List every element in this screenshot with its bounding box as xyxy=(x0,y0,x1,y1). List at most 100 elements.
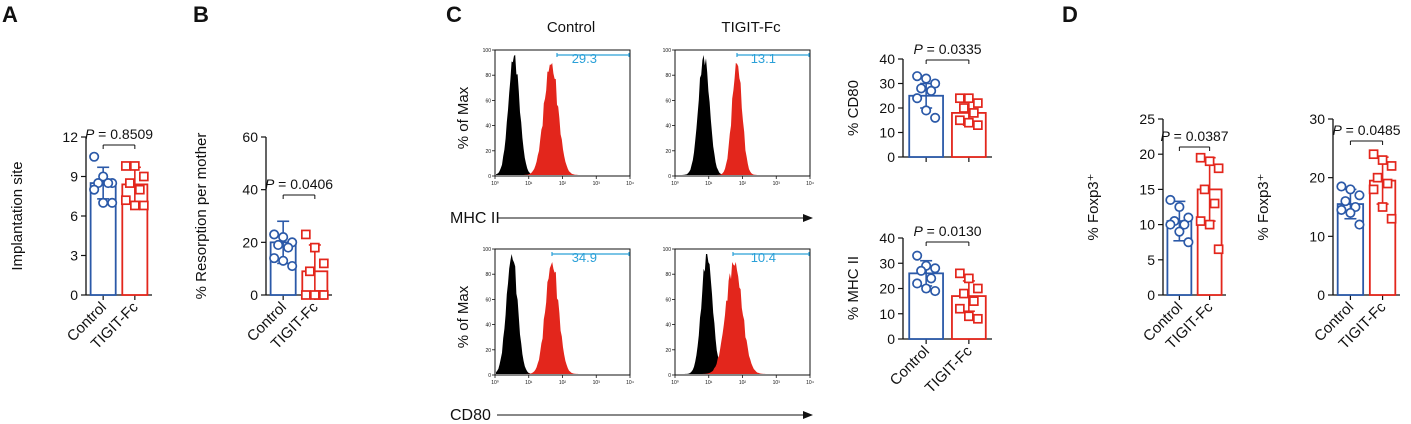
data-point-tigit xyxy=(134,184,145,195)
data-point-control xyxy=(912,250,923,261)
panel-letter-c: C xyxy=(446,2,462,27)
data-point-tigit xyxy=(955,268,965,279)
data-point-tigit xyxy=(1368,184,1379,195)
data-point-tigit xyxy=(1204,156,1215,167)
data-point-tigit xyxy=(1204,219,1215,230)
stained-peak xyxy=(515,262,629,374)
data-point-tigit xyxy=(973,120,983,131)
data-point-control xyxy=(1354,190,1365,201)
hist-y-tick-label: 0 xyxy=(668,174,671,180)
data-point-control xyxy=(287,260,298,272)
y-tick-label: 10 xyxy=(879,125,895,141)
data-point-control xyxy=(1183,237,1194,248)
hist-col-control: Control xyxy=(547,19,595,36)
category-label: TIGIT-Fc xyxy=(922,342,976,396)
isotype-peak xyxy=(496,55,565,175)
data-point-control xyxy=(269,253,280,264)
p-value-label: P = 0.0335 xyxy=(913,41,981,57)
histogram-cd80-tigit: 0 20 40 60 80 100 10⁰ 10¹ 10² 10³ 10⁴ xyxy=(663,247,814,386)
data-point-tigit xyxy=(1386,161,1397,171)
data-point-control xyxy=(912,93,923,104)
hist-y-tick-label: 20 xyxy=(665,348,671,354)
y-tick-label: 0 xyxy=(887,331,895,347)
data-point-control xyxy=(1345,207,1356,218)
data-point-tigit xyxy=(129,161,140,171)
hist-y-tick-label: 20 xyxy=(665,149,671,155)
y-tick-label: 40 xyxy=(879,51,895,67)
hist-x-tick-label: 10³ xyxy=(593,181,601,187)
y-tick-label: 15 xyxy=(1139,181,1155,197)
y-axis-label: % Resorption per mother xyxy=(193,133,210,300)
hist-y-tick-label: 80 xyxy=(485,272,491,278)
hist-y-tick-label: 80 xyxy=(665,73,671,79)
data-point-tigit xyxy=(1377,155,1388,165)
hist-x-tick-label: 10² xyxy=(739,380,747,386)
hist-y-tick-label: 0 xyxy=(488,373,491,379)
hist-x-tick-label: 10⁰ xyxy=(491,380,499,386)
gate-pct-cd80-tigit: 10.4 xyxy=(751,250,776,265)
data-point-control xyxy=(98,197,109,208)
data-point-control xyxy=(89,151,100,162)
chart-cd80: 0 10 20 30 40 % CD80 P = 0.0335 xyxy=(845,41,992,165)
hist-y-tick-label: 80 xyxy=(485,73,491,79)
y-tick-label: 20 xyxy=(879,281,895,297)
hist-y-tick-label: 100 xyxy=(483,247,492,253)
hist-x-tick-label: 10³ xyxy=(773,181,781,187)
data-point-tigit xyxy=(138,200,149,211)
y-tick-label: 20 xyxy=(1309,170,1325,186)
hist-y-tick-label: 100 xyxy=(483,48,492,54)
data-point-tigit xyxy=(300,290,311,300)
hist-y-tick-label: 80 xyxy=(665,272,671,278)
hist-x-tick-label: 10¹ xyxy=(525,380,533,386)
marker-label-cd80: CD80 xyxy=(450,407,491,424)
data-point-control xyxy=(930,78,941,89)
y-tick-label: 30 xyxy=(879,255,895,271)
data-point-control xyxy=(916,265,927,276)
hist-y-tick-label: 20 xyxy=(485,149,491,155)
data-point-tigit xyxy=(964,311,974,322)
data-point-control xyxy=(921,283,932,294)
data-point-control xyxy=(912,278,923,289)
y-tick-label: 10 xyxy=(1139,217,1155,233)
data-point-control xyxy=(930,112,941,123)
data-point-control xyxy=(273,239,284,251)
hist-y-tick-label: 0 xyxy=(668,373,671,379)
hist-x-tick-label: 10¹ xyxy=(705,380,713,386)
data-point-tigit xyxy=(318,290,329,300)
data-point-tigit xyxy=(1377,202,1388,212)
data-point-control xyxy=(912,71,923,82)
panel-letter-a: A xyxy=(2,2,18,27)
p-value-label: P = 0.0387 xyxy=(1160,128,1228,144)
p-value-label: P = 0.8509 xyxy=(85,126,153,142)
data-point-control xyxy=(1354,219,1365,230)
data-point-control xyxy=(1336,181,1347,192)
y-tick-label: 10 xyxy=(879,306,895,322)
hist-x-tick-label: 10³ xyxy=(773,380,781,386)
data-point-tigit xyxy=(124,178,135,188)
data-point-control xyxy=(1179,219,1190,230)
hist-y-tick-label: 40 xyxy=(485,124,491,130)
hist-x-tick-label: 10⁴ xyxy=(806,380,814,386)
data-point-tigit xyxy=(1209,198,1220,209)
histogram-mhc-tigit: 0 20 40 60 80 100 10⁰ 10¹ 10² 10³ 10⁴ xyxy=(663,48,814,187)
y-tick-label: 0 xyxy=(250,287,258,303)
data-point-control xyxy=(921,73,932,84)
data-point-tigit xyxy=(1213,163,1224,174)
y-tick-label: 20 xyxy=(879,100,895,116)
data-point-tigit xyxy=(1382,178,1393,189)
p-value-label: P = 0.0485 xyxy=(1332,122,1400,138)
gate-pct-mhc-tigit: 13.1 xyxy=(751,51,776,66)
data-point-control xyxy=(278,232,289,243)
y-tick-label: 0 xyxy=(70,287,78,303)
data-point-tigit xyxy=(309,242,320,253)
data-point-tigit xyxy=(304,266,315,277)
gate-pct-cd80-control: 34.9 xyxy=(572,250,597,265)
hist-y-tick-label: 20 xyxy=(485,348,491,354)
histogram-mhc-control: 0 20 40 60 80 100 10⁰ 10¹ 10² 10³ 10⁴ xyxy=(483,48,634,187)
stained-peak xyxy=(515,63,629,175)
hist-x-tick-label: 10⁰ xyxy=(671,380,679,386)
data-point-control xyxy=(1345,184,1356,195)
data-point-tigit xyxy=(955,303,965,314)
